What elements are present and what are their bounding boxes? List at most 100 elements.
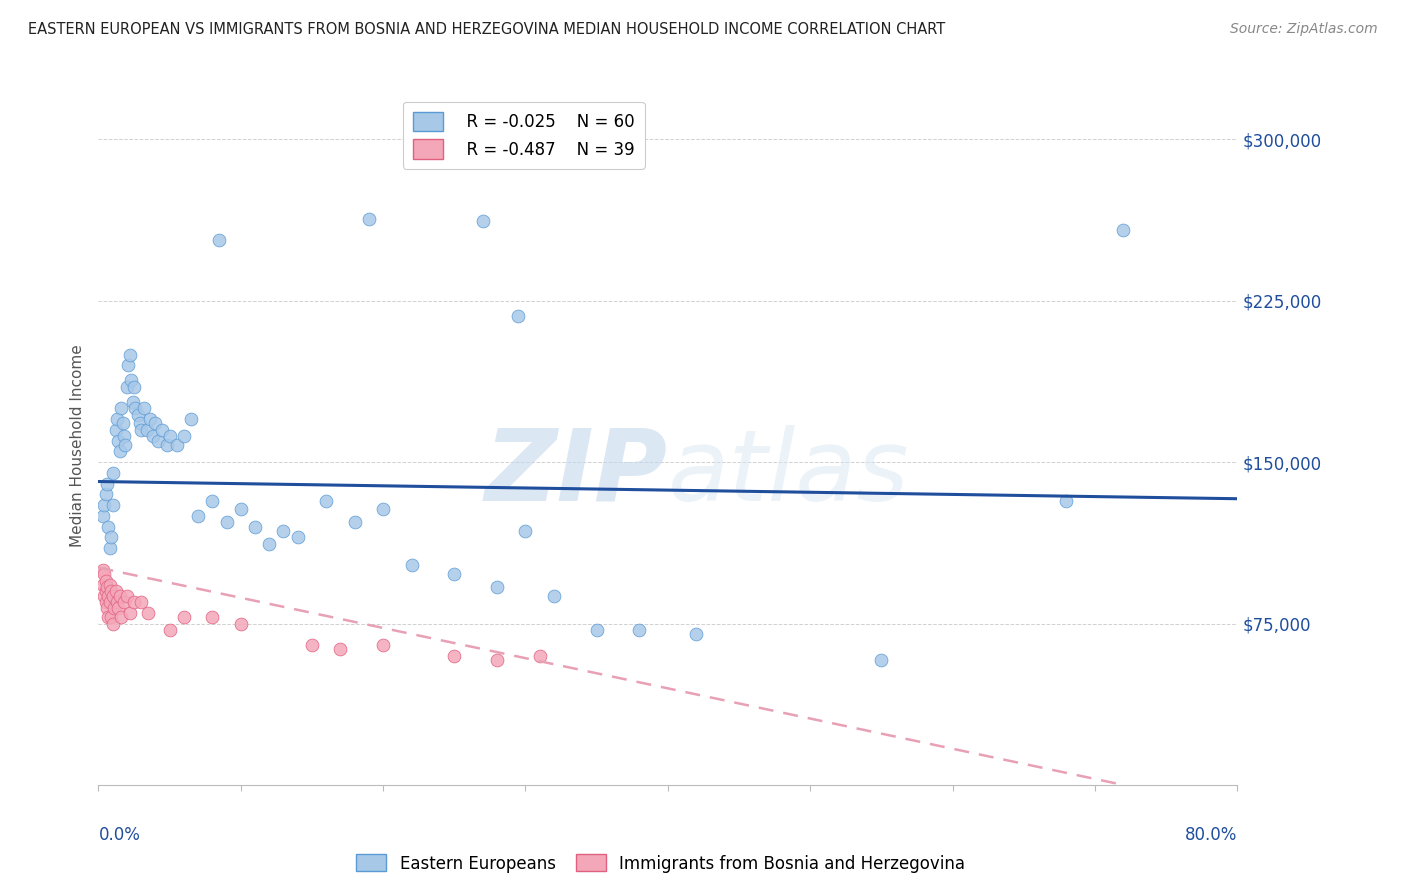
Point (118, 347, 141, 361)
Point (101, 498, 124, 512)
Point (118, 606, 141, 620)
Point (107, 434, 129, 448)
Point (685, 627, 707, 641)
Point (94, 487, 117, 501)
Legend: Eastern Europeans, Immigrants from Bosnia and Herzegovina: Eastern Europeans, Immigrants from Bosni… (350, 847, 972, 880)
Point (173, 610, 195, 624)
Point (132, 401, 155, 416)
Legend:   R = -0.025    N = 60,   R = -0.487    N = 39: R = -0.025 N = 60, R = -0.487 N = 39 (404, 102, 645, 169)
Point (373, 502, 395, 516)
Point (121, 395, 143, 409)
Point (357, 211, 380, 226)
Text: ZIP: ZIP (485, 425, 668, 522)
Point (486, 580, 509, 594)
Point (93, 567, 115, 582)
Point (112, 595, 135, 609)
Point (129, 595, 152, 609)
Point (108, 589, 131, 603)
Text: EASTERN EUROPEAN VS IMMIGRANTS FROM BOSNIA AND HERZEGOVINA MEDIAN HOUSEHOLD INCO: EASTERN EUROPEAN VS IMMIGRANTS FROM BOSN… (28, 22, 945, 37)
Point (100, 584, 122, 599)
Point (329, 642, 352, 657)
Point (443, 648, 465, 663)
Point (114, 438, 136, 452)
Point (401, 558, 423, 573)
Point (343, 516, 366, 530)
Point (127, 408, 149, 422)
Point (96, 476, 118, 491)
Point (93, 498, 115, 512)
Point (122, 380, 145, 394)
Point (508, 309, 530, 323)
Point (94, 595, 117, 609)
Point (135, 423, 157, 437)
Point (103, 601, 125, 615)
Point (104, 584, 127, 599)
Point (187, 508, 209, 523)
Point (208, 234, 231, 248)
Point (108, 444, 131, 458)
Point (315, 494, 337, 508)
Point (91, 508, 114, 523)
Point (243, 519, 266, 533)
Point (100, 610, 122, 624)
Point (96, 580, 118, 594)
Text: Source: ZipAtlas.com: Source: ZipAtlas.com (1230, 22, 1378, 37)
Point (100, 531, 122, 545)
Point (105, 595, 128, 609)
Point (136, 606, 159, 620)
Point (201, 494, 224, 508)
Point (180, 412, 202, 426)
Point (105, 412, 128, 426)
Point (91, 578, 114, 592)
Point (145, 417, 167, 431)
Text: 80.0%: 80.0% (1185, 826, 1237, 844)
Point (148, 434, 170, 448)
Point (141, 429, 163, 443)
Point (110, 610, 132, 624)
Y-axis label: Median Household Income: Median Household Income (69, 344, 84, 548)
Point (96, 601, 118, 615)
Point (628, 623, 651, 637)
Point (486, 653, 509, 667)
Point (98, 595, 121, 609)
Point (543, 589, 565, 603)
Point (1056, 494, 1078, 508)
Point (229, 616, 252, 631)
Point (120, 373, 142, 387)
Point (98, 541, 121, 556)
Point (156, 438, 179, 452)
Point (94, 584, 117, 599)
Text: atlas: atlas (668, 425, 910, 522)
Point (122, 595, 145, 609)
Point (159, 429, 181, 443)
Point (98, 578, 121, 592)
Point (287, 531, 309, 545)
Point (443, 567, 465, 582)
Point (124, 401, 146, 416)
Point (159, 623, 181, 637)
Point (129, 423, 152, 437)
Point (515, 524, 537, 538)
Point (101, 589, 124, 603)
Point (101, 466, 124, 480)
Point (301, 638, 323, 652)
Point (870, 653, 893, 667)
Text: 0.0%: 0.0% (98, 826, 141, 844)
Point (104, 423, 127, 437)
Point (585, 623, 607, 637)
Point (229, 502, 252, 516)
Point (166, 438, 188, 452)
Point (115, 380, 138, 394)
Point (273, 524, 295, 538)
Point (94, 574, 117, 588)
Point (471, 214, 494, 228)
Point (529, 648, 551, 663)
Point (97, 519, 120, 533)
Point (111, 417, 134, 431)
Point (373, 638, 395, 652)
Point (173, 429, 195, 443)
Point (201, 610, 224, 624)
Point (115, 589, 138, 603)
Point (101, 616, 124, 631)
Point (138, 412, 160, 426)
